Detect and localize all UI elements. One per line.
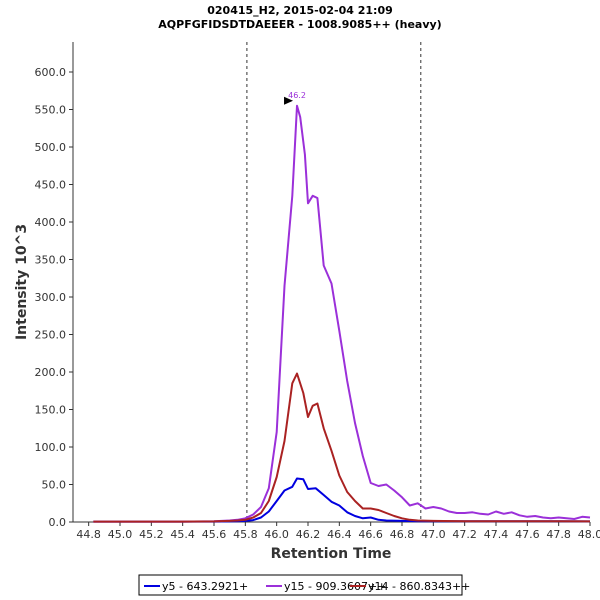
y-tick-label: 150.0 xyxy=(35,404,67,417)
series-line-2 xyxy=(93,372,591,523)
x-tick-label: 48.0 xyxy=(578,528,600,541)
chart-title: 020415_H2, 2015-02-04 21:09 xyxy=(207,4,393,17)
y-axis-ticks: 0.0 50.0 100.0 150.0 200.0 250.0 300.0 350.0 400… xyxy=(35,66,73,529)
x-axis-label: Retention Time xyxy=(271,546,392,562)
peak-boundaries xyxy=(246,42,422,522)
y-tick-label: 50.0 xyxy=(42,479,67,492)
series-lines xyxy=(93,104,591,523)
x-tick-label: 45.2 xyxy=(139,528,164,541)
x-tick-label: 46.4 xyxy=(327,528,352,541)
peak-label: 46.2 xyxy=(288,91,306,100)
chart-subtitle: AQPFGFIDSDTDAEEER - 1008.9085++ (heavy) xyxy=(158,18,441,31)
x-tick-label: 45.4 xyxy=(170,528,195,541)
x-axis-ticks: 44.8 45.0 45.2 45.4 45.6 45.8 46.0 46.2 46.4 46.6… xyxy=(76,522,600,541)
x-tick-label: 47.4 xyxy=(484,528,509,541)
x-tick-label: 47.6 xyxy=(515,528,540,541)
x-tick-label: 45.8 xyxy=(233,528,258,541)
legend-box xyxy=(138,574,463,596)
y-tick-label: 450.0 xyxy=(35,179,67,192)
y-tick-label: 350.0 xyxy=(35,254,67,267)
y-axis-label: Intensity 10^3 xyxy=(14,224,30,340)
x-tick-label: 45.6 xyxy=(202,528,227,541)
y-tick-label: 500.0 xyxy=(35,141,67,154)
x-tick-label: 46.6 xyxy=(358,528,383,541)
y-tick-label: 100.0 xyxy=(35,441,67,454)
x-tick-label: 45.0 xyxy=(108,528,133,541)
legend-label-y14: y14 - 860.8343++ xyxy=(368,580,470,593)
x-tick-label: 46.8 xyxy=(390,528,415,541)
series-line-0 xyxy=(93,477,591,523)
y-tick-label: 600.0 xyxy=(35,66,67,79)
legend-label-y5: y5 - 643.2921+ xyxy=(162,580,248,593)
legend: y5 - 643.2921+ y15 - 909.3607++ y14 - 86… xyxy=(138,574,470,596)
y-tick-label: 300.0 xyxy=(35,291,67,304)
x-tick-label: 46.0 xyxy=(264,528,289,541)
y-tick-label: 0.0 xyxy=(49,516,67,529)
x-tick-label: 47.0 xyxy=(421,528,446,541)
y-tick-label: 400.0 xyxy=(35,216,67,229)
x-tick-label: 47.8 xyxy=(546,528,571,541)
legend-label-y15: y15 - 909.3607++ xyxy=(284,580,386,593)
x-tick-label: 47.2 xyxy=(452,528,477,541)
x-tick-label: 46.2 xyxy=(296,528,321,541)
y-tick-label: 550.0 xyxy=(35,104,67,117)
series-line-1 xyxy=(93,104,591,523)
x-tick-label: 44.8 xyxy=(76,528,101,541)
peak-marker-icon xyxy=(284,96,294,105)
y-tick-label: 200.0 xyxy=(35,366,67,379)
y-tick-label: 250.0 xyxy=(35,329,67,342)
